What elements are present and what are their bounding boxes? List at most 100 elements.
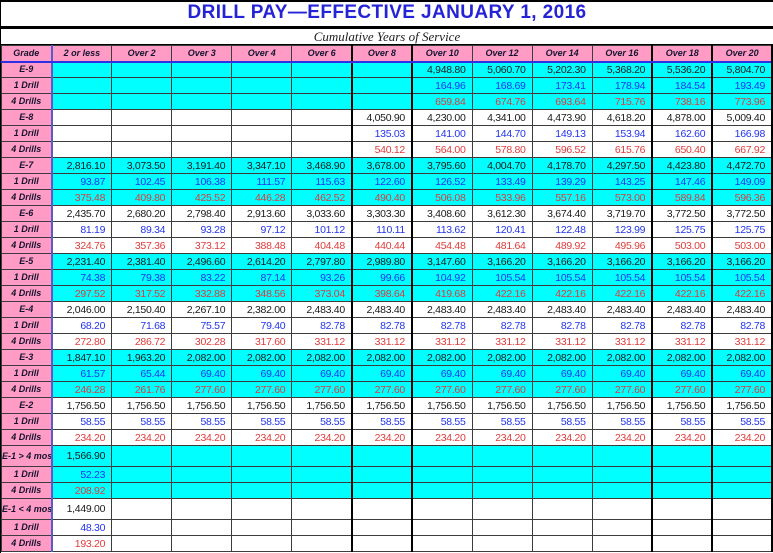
pay-cell [171, 109, 233, 126]
pay-cell: 650.40 [651, 141, 713, 158]
pay-cell: 1,756.50 [651, 397, 713, 414]
pay-cell: 1,756.50 [711, 397, 773, 414]
pay-cell: 82.78 [471, 317, 533, 334]
grade-label-cell: 1 Drill [1, 173, 53, 190]
pay-cell: 61.57 [51, 365, 113, 382]
pay-cell: 5,060.70 [471, 61, 533, 78]
pay-cell: 277.60 [531, 381, 593, 398]
pay-cell [291, 482, 353, 499]
pay-cell: 1,756.50 [591, 397, 653, 414]
pay-cell [350, 498, 413, 520]
pay-cell: 422.16 [471, 285, 533, 302]
pay-cell: 495.96 [591, 237, 653, 254]
pay-cell: 234.20 [350, 429, 413, 446]
pay-cell: 3,674.40 [531, 205, 593, 222]
pay-cell: 277.60 [350, 381, 413, 398]
pay-cell: 277.60 [171, 381, 233, 398]
pay-cell: 69.40 [291, 365, 353, 382]
pay-cell: 540.12 [350, 141, 413, 158]
pay-cell: 3,719.70 [591, 205, 653, 222]
pay-cell: 596.36 [711, 189, 773, 206]
pay-cell [231, 77, 293, 94]
pay-cell: 693.64 [531, 93, 593, 110]
table-row: 1 Drill 135.03 141.00 144.70 149.13 153.94 162… [1, 125, 773, 142]
pay-cell [471, 519, 533, 536]
pay-cell [410, 445, 473, 467]
pay-cell: 69.40 [651, 365, 713, 382]
pay-cell: 149.13 [531, 125, 593, 142]
table-row: 1 Drill 68.20 71.68 75.57 79.40 82.78 82.78 82.… [1, 317, 773, 334]
pay-cell: 75.57 [171, 317, 233, 334]
pay-cell: 388.48 [231, 237, 293, 254]
pay-cell: 113.62 [410, 221, 473, 238]
pay-cell: 234.20 [231, 429, 293, 446]
pay-cell: 184.54 [651, 77, 713, 94]
grade-label-cell: E-9 [1, 61, 53, 78]
pay-cell: 331.12 [531, 333, 593, 350]
pay-cell [231, 519, 293, 536]
pay-cell [111, 445, 173, 467]
header-row: Grade 2 or less Over 2 Over 3 Over 4 Over 6 Ov… [1, 45, 773, 63]
pay-cell [171, 141, 233, 158]
pay-cell [291, 519, 353, 536]
pay-cell: 674.76 [471, 93, 533, 110]
pay-cell: 166.98 [711, 125, 773, 142]
pay-cell [591, 519, 653, 536]
pay-cell: 419.68 [410, 285, 473, 302]
pay-cell: 69.40 [711, 365, 773, 382]
pay-cell [51, 77, 113, 94]
pay-cell [111, 498, 173, 520]
pay-cell: 69.40 [171, 365, 233, 382]
pay-cell: 659.84 [410, 93, 473, 110]
pay-cell [531, 445, 593, 467]
pay-cell: 272.80 [51, 333, 113, 350]
pay-cell: 4,618.20 [591, 109, 653, 126]
pay-cell [350, 519, 413, 536]
pay-cell: 234.20 [471, 429, 533, 446]
pay-cell [651, 519, 713, 536]
pay-cell: 133.49 [471, 173, 533, 190]
grade-label-cell: 4 Drills [1, 333, 53, 350]
pay-cell: 2,989.80 [350, 253, 413, 270]
table-row: E-7 2,816.10 3,073.50 3,191.40 3,347.10 3,468… [1, 157, 773, 174]
pay-cell: 125.75 [651, 221, 713, 238]
pay-cell: 2,046.00 [51, 301, 113, 318]
pay-cell: 234.20 [111, 429, 173, 446]
pay-cell: 440.44 [350, 237, 413, 254]
pay-cell: 81.19 [51, 221, 113, 238]
pay-cell: 105.54 [471, 269, 533, 286]
pay-cell: 144.70 [471, 125, 533, 142]
pay-cell [471, 498, 533, 520]
pay-cell: 74.38 [51, 269, 113, 286]
grade-label-cell: 1 Drill [1, 125, 53, 142]
pay-cell: 2,483.40 [291, 301, 353, 318]
pay-cell: 4,178.70 [531, 157, 593, 174]
pay-cell [350, 93, 413, 110]
pay-cell: 4,341.00 [471, 109, 533, 126]
table-row: E-8 4,050.90 4,230.00 4,341.00 4,473.90 4,618… [1, 109, 773, 126]
pay-cell: 122.60 [350, 173, 413, 190]
pay-cell: 3,468.90 [291, 157, 353, 174]
table-row: E-3 1,847.10 1,963.20 2,082.00 2,082.00 2,082… [1, 349, 773, 366]
pay-cell: 139.29 [531, 173, 593, 190]
pay-cell [111, 519, 173, 536]
pay-cell [410, 535, 473, 552]
title-row: DRILL PAY—EFFECTIVE JANUARY 1, 2016 [1, 2, 773, 29]
pay-cell: 101.12 [291, 221, 353, 238]
pay-cell [51, 93, 113, 110]
years-column-header: Over 12 [471, 45, 533, 63]
pay-cell [111, 125, 173, 142]
pay-cell: 409.80 [111, 189, 173, 206]
pay-cell: 357.36 [111, 237, 173, 254]
pay-cell [51, 125, 113, 142]
pay-cell: 122.48 [531, 221, 593, 238]
years-column-header: Over 20 [711, 45, 773, 63]
pay-cell [591, 445, 653, 467]
pay-cell: 596.52 [531, 141, 593, 158]
pay-cell: 277.60 [651, 381, 713, 398]
pay-cell: 573.00 [591, 189, 653, 206]
pay-cell [350, 466, 413, 483]
pay-cell: 52.23 [51, 466, 113, 483]
pay-cell: 147.46 [651, 173, 713, 190]
pay-cell: 4,948.80 [410, 61, 473, 78]
